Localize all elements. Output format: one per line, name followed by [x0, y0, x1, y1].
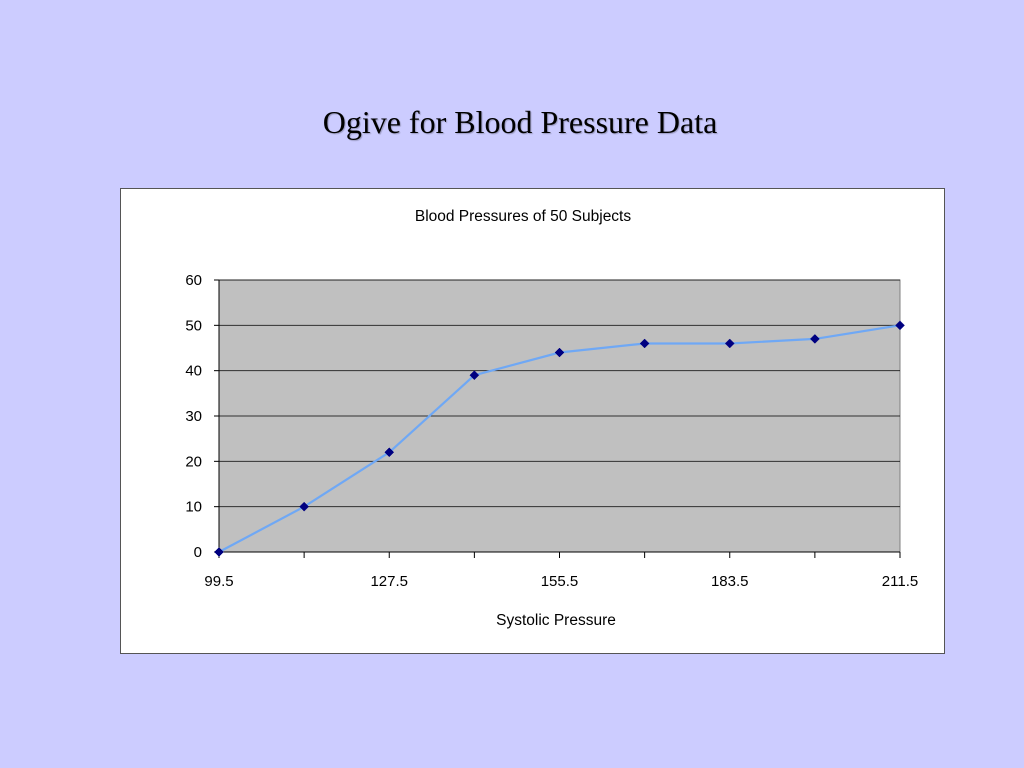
x-tick-label: 211.5	[882, 573, 918, 590]
data-point-marker	[724, 338, 735, 349]
y-tick-label: 10	[185, 499, 202, 516]
data-point-marker	[639, 338, 650, 349]
x-tick-label: 127.5	[370, 573, 408, 590]
series-group	[214, 320, 905, 557]
y-tick-label: 60	[185, 272, 202, 289]
ogive-chart: Blood Pressures of 50 Subjects 0 10 20 30 40…	[185, 208, 918, 629]
x-axis-label: Systolic Pressure	[496, 612, 616, 629]
data-point-marker	[384, 447, 395, 458]
y-tick-label: 0	[194, 544, 202, 561]
chart-frame: Blood Pressures of 50 Subjects 0 10 20 30 40…	[120, 188, 945, 654]
x-tick-label: 183.5	[711, 573, 749, 590]
y-tick-label: 50	[185, 317, 202, 334]
data-point-marker	[554, 347, 565, 358]
x-tick-label: 155.5	[541, 573, 579, 590]
slide-title: Ogive for Blood Pressure Data	[322, 104, 718, 140]
y-tick-label: 40	[185, 363, 202, 380]
chart-title: Blood Pressures of 50 Subjects	[415, 208, 632, 225]
data-point-marker	[299, 501, 309, 512]
y-axis: 0 10 20 30 40 50 60	[185, 272, 220, 561]
x-axis: 99.5 127.5 155.5 183.5 211.5	[204, 551, 918, 590]
data-point-marker	[895, 320, 905, 331]
data-point-marker	[214, 547, 224, 557]
y-tick-label: 30	[185, 408, 202, 425]
y-tick-label: 20	[185, 453, 202, 470]
x-tick-label: 99.5	[204, 573, 233, 590]
data-point-marker	[469, 370, 480, 381]
data-point-marker	[810, 334, 820, 344]
